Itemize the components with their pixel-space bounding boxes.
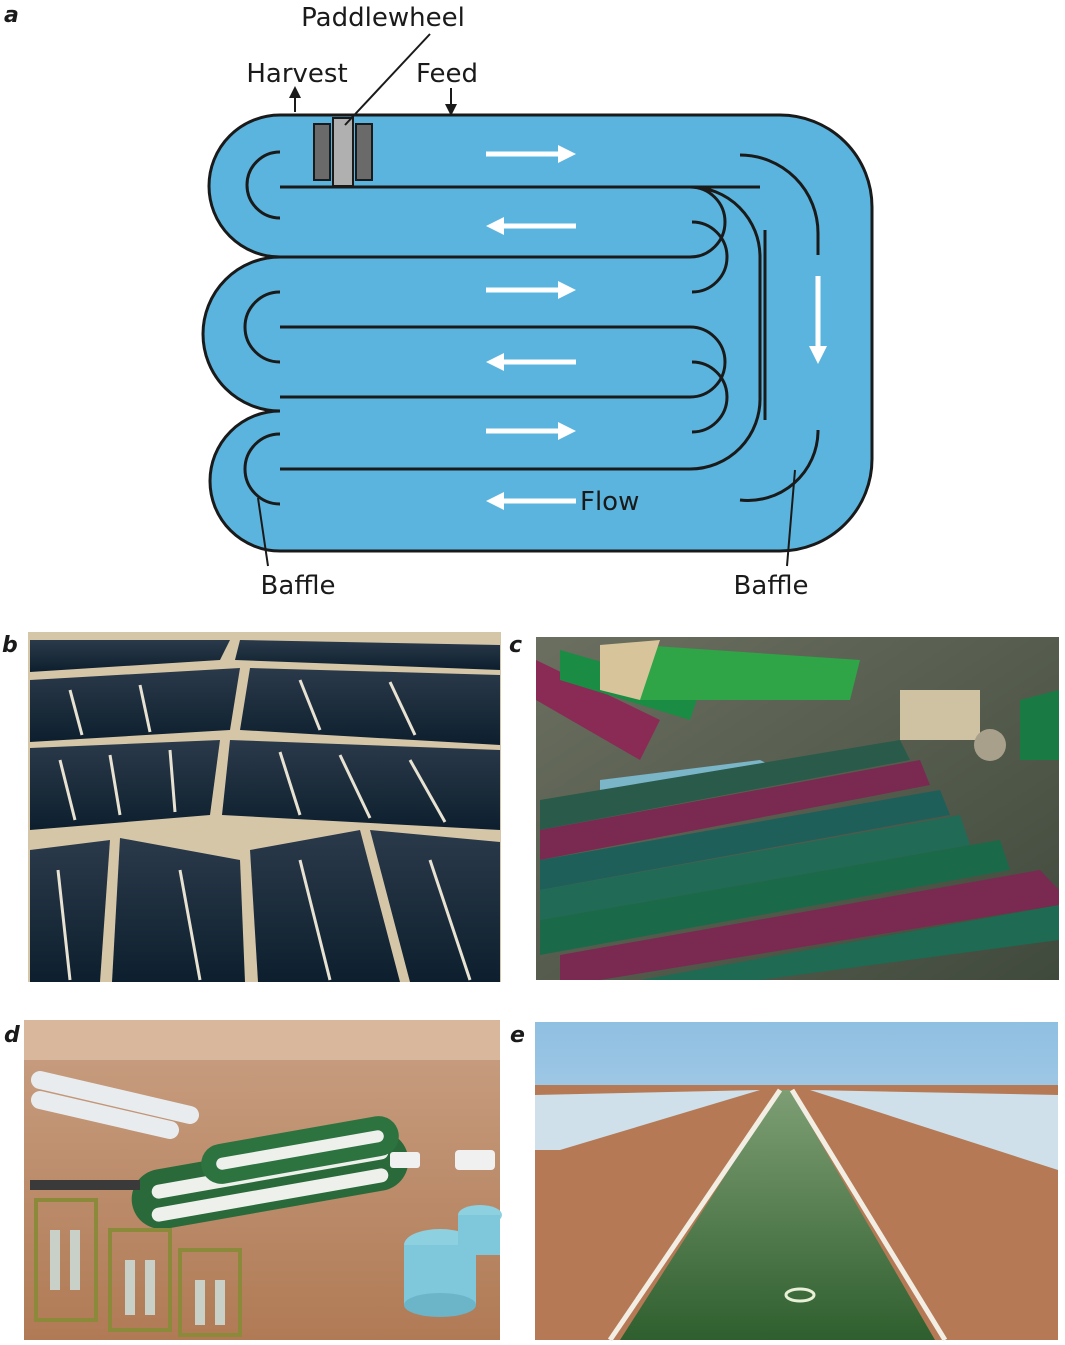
label-harvest: Harvest	[246, 59, 347, 89]
pond-outline	[201, 113, 874, 553]
raceway-pond	[201, 113, 874, 553]
panel-label-a: a	[4, 3, 19, 28]
divider-walls	[280, 185, 767, 471]
label-flow: Flow	[580, 487, 639, 517]
panel-label-c: c	[509, 633, 522, 658]
diagram-annotations	[257, 33, 796, 567]
photo-e	[535, 1022, 1058, 1342]
photo-c	[536, 637, 1059, 980]
label-feed: Feed	[416, 59, 478, 89]
panel-label-b: b	[2, 633, 18, 658]
photo-b	[28, 632, 501, 982]
baffles-right-inner	[691, 220, 729, 434]
panel-label-e: e	[510, 1023, 525, 1048]
oval-raceways	[131, 1116, 409, 1230]
flow-arrow-right-2	[486, 281, 576, 299]
label-baffle-left: Baffle	[261, 571, 336, 601]
photo-d	[24, 1020, 502, 1340]
label-paddlewheel: Paddlewheel	[301, 3, 465, 33]
baffle-right-end	[739, 153, 820, 502]
flow-arrow-right-1	[486, 145, 576, 163]
flow-arrow-down	[809, 276, 827, 364]
flow-arrow-left-1	[486, 217, 576, 235]
panel-label-d: d	[4, 1023, 20, 1048]
flow-arrow-left-2	[486, 353, 576, 371]
flow-arrow-left-3	[486, 492, 576, 510]
flow-arrow-right-3	[486, 422, 576, 440]
flow-arrows	[486, 145, 827, 510]
label-baffle-right: Baffle	[734, 571, 809, 601]
paddlewheel	[313, 117, 373, 187]
baffles-left	[243, 150, 281, 506]
